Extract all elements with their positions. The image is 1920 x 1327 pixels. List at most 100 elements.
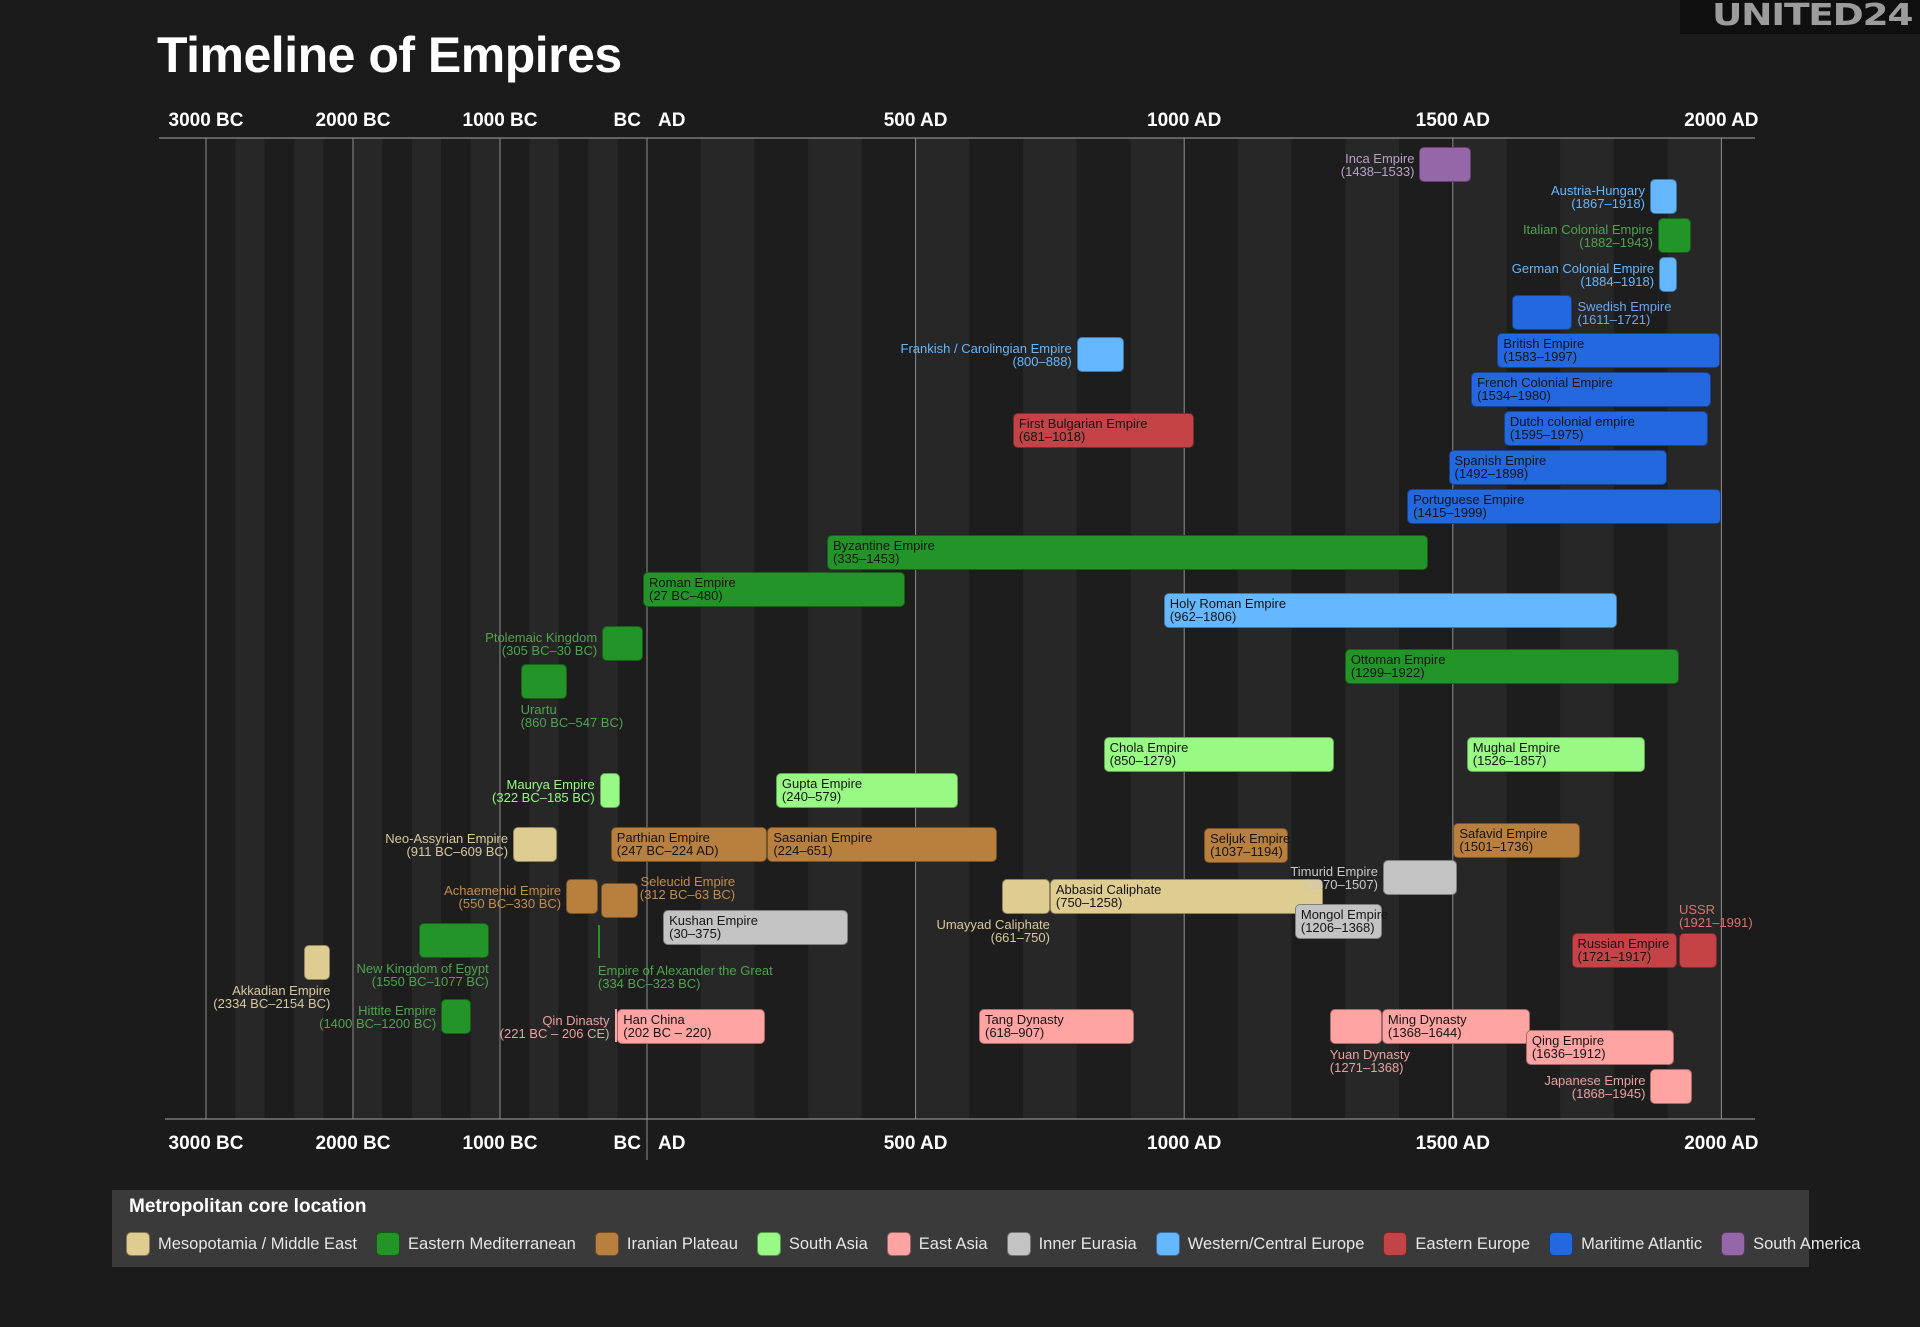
empire-dates: (1501–1736) — [1459, 839, 1534, 854]
empire-dates: (2334 BC–2154 BC) — [213, 996, 331, 1011]
era-stripe — [264, 138, 295, 1119]
empire-bar — [1163, 593, 1618, 628]
empire-bar — [767, 827, 997, 862]
empire-bar — [1076, 337, 1125, 372]
page-title: Timeline of Empires — [157, 27, 622, 83]
empire-name: Byzantine Empire — [832, 538, 935, 553]
empire-dates: (550 BC–330 BC) — [458, 895, 562, 911]
era-stripe — [1184, 138, 1238, 1119]
empire-bar — [1503, 411, 1708, 446]
empire-dates: (1271–1368) — [1329, 1060, 1404, 1075]
empire-label: Kushan Empire (30–375) — [669, 914, 758, 940]
era-stripe — [808, 138, 862, 1119]
empire-bar — [1419, 147, 1471, 182]
empire-label: British Empire (1583–1997) — [1503, 337, 1584, 363]
era-stripe — [235, 138, 265, 1119]
empire-dates: (1882–1943) — [1579, 234, 1654, 250]
empire-label: Hittite Empire (1400 BC–1200 BC) — [319, 1004, 436, 1030]
era-stripe — [529, 138, 559, 1119]
empire-label: Yuan Dynasty (1271–1368) — [1330, 1048, 1410, 1074]
empire-bar — [614, 1009, 617, 1042]
legend-label: Maritime Atlantic — [1581, 1234, 1703, 1253]
empire-name: Frankish / Carolingian Empire — [900, 340, 1072, 356]
logo-text: UNITED24 — [1711, 0, 1914, 33]
empire-bar — [826, 535, 1428, 570]
era-stripe — [969, 138, 1024, 1119]
empire-dates: (1867–1918) — [1571, 195, 1645, 211]
empire-dates: (202 BC – 220) — [623, 1025, 712, 1040]
empire-name: First Bulgarian Empire — [1018, 416, 1148, 431]
empire-bar — [1448, 450, 1667, 485]
empire-dates: (247 BC–224 AD) — [616, 843, 719, 858]
legend-item-easia: East Asia — [886, 1232, 988, 1256]
empire-dates: (750–1258) — [1055, 895, 1123, 910]
legend-item-inner: Inner Eurasia — [1006, 1232, 1137, 1256]
empire-name: Austria-Hungary — [1551, 182, 1645, 198]
legend-label: Mesopotamia / Middle East — [158, 1234, 358, 1253]
empire-bar — [1571, 933, 1677, 968]
era-stripe — [206, 138, 236, 1119]
empire-dates: (1868–1945) — [1571, 1085, 1646, 1101]
empire-name: Ptolemaic Kingdom — [485, 629, 598, 645]
legend-swatch — [1006, 1232, 1031, 1256]
tick-label: 1000 BC — [462, 1133, 538, 1154]
legend-item-meso: Mesopotamia / Middle East — [126, 1232, 357, 1256]
empire-name: Dutch colonial empire — [1509, 414, 1635, 429]
empire-name: Han China — [623, 1012, 685, 1027]
empire-bar — [1012, 413, 1194, 448]
legend-item-wce: Western/Central Europe — [1155, 1232, 1365, 1256]
empire-label: Portuguese Empire (1415–1999) — [1413, 493, 1524, 519]
legend-item-sasia: South Asia — [756, 1232, 868, 1256]
empire-dates: (1438–1533) — [1340, 163, 1415, 179]
empire-dates: (1415–1999) — [1413, 505, 1487, 520]
era-stripe — [1130, 138, 1185, 1119]
empire-label: Inca Empire (1438–1533) — [1341, 152, 1415, 178]
empire-name: Yuan Dynasty — [1329, 1047, 1410, 1062]
empire-dates: (1299–1922) — [1350, 665, 1425, 680]
era-stripe — [647, 138, 701, 1119]
empire-name: Mughal Empire — [1472, 740, 1561, 755]
empire-bar — [1002, 879, 1050, 914]
empire-label: Qing Empire (1636–1912) — [1532, 1034, 1606, 1060]
empire-dates: (962–1806) — [1169, 609, 1237, 624]
empire-dates: (1550 BC–1077 BC) — [371, 974, 489, 989]
legend-swatch — [1383, 1232, 1408, 1256]
empire-name: Ottoman Empire — [1350, 652, 1446, 667]
empire-bar — [1658, 218, 1691, 253]
tick-label: 3000 BC — [168, 1133, 244, 1154]
empire-dates: (27 BC–480) — [649, 588, 723, 603]
empire-label: Italian Colonial Empire (1882–1943) — [1523, 223, 1653, 249]
legend-item-eeu: Eastern Europe — [1383, 1232, 1530, 1256]
empire-dates: (911 BC–609 BC) — [406, 843, 509, 859]
legend-label: South Asia — [788, 1234, 868, 1253]
empire-name: Urartu — [520, 702, 557, 717]
empire-bar — [520, 664, 567, 699]
empire-name: Timurid Empire — [1290, 863, 1378, 879]
empire-label: New Kingdom of Egypt (1550 BC–1077 BC) — [356, 962, 488, 988]
empire-bar — [1466, 737, 1645, 772]
empire-dates: (850–1279) — [1109, 753, 1177, 768]
empire-name: Abbasid Caliphate — [1055, 882, 1162, 897]
legend-label: Western/Central Europe — [1187, 1234, 1365, 1253]
empire-bar — [1471, 372, 1711, 407]
empire-label: Timurid Empire (1370–1507) — [1290, 865, 1378, 891]
era-stripe — [915, 138, 970, 1119]
empire-dates: (221 BC – 206 CE) — [499, 1025, 610, 1041]
empire-label: Empire of Alexander the Great (334 BC–323… — [598, 964, 773, 990]
empire-label: Byzantine Empire (335–1453) — [833, 539, 935, 565]
empire-bar — [1204, 828, 1289, 863]
empire-name: Ming Dynasty — [1387, 1012, 1467, 1027]
empire-label: Austria-Hungary (1867–1918) — [1551, 184, 1645, 210]
empire-dates: (1583–1997) — [1503, 349, 1578, 364]
empire-dates: (1492–1898) — [1454, 466, 1529, 481]
empire-name: Mongol Empire — [1300, 907, 1389, 922]
legend-label: Inner Eurasia — [1038, 1234, 1137, 1253]
tick-label: 1000 AD — [1147, 1133, 1222, 1154]
empire-name: Sasanian Empire — [773, 830, 873, 845]
tick-label-bc: BC — [613, 1133, 641, 1154]
empire-bar — [663, 910, 849, 945]
empire-label: German Colonial Empire (1884–1918) — [1512, 262, 1654, 288]
empire-label: Ptolemaic Kingdom (305 BC–30 BC) — [485, 631, 597, 657]
empire-dates: (1206–1368) — [1300, 920, 1375, 935]
era-stripe — [558, 138, 589, 1119]
